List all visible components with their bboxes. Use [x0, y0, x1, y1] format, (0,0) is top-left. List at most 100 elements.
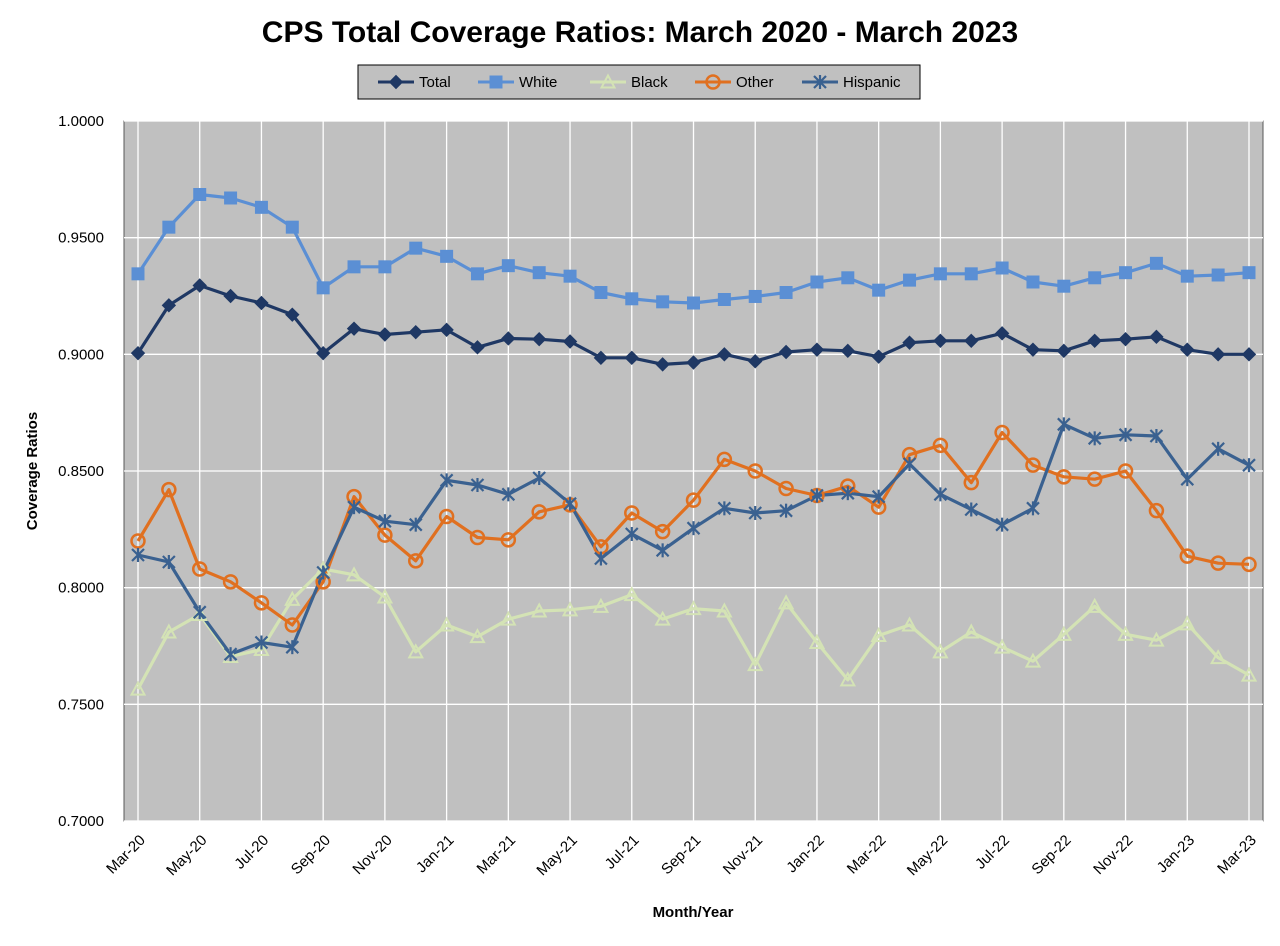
data-point-total: [1241, 347, 1257, 362]
data-point-white: [501, 259, 515, 273]
data-point-white: [748, 289, 762, 303]
data-point-black: [561, 601, 579, 617]
x-tick-label: Jan-22: [783, 832, 827, 876]
x-tick-label: May-21: [533, 832, 580, 879]
data-point-other: [932, 437, 949, 454]
data-point-total: [439, 322, 454, 338]
data-point-total: [902, 335, 917, 350]
x-tick-label: Jan-21: [413, 832, 457, 876]
data-point-white: [162, 220, 176, 234]
data-point-black: [500, 610, 517, 626]
legend-marker-black: [599, 73, 617, 89]
data-point-black: [345, 566, 363, 582]
x-tick-label: Nov-20: [350, 832, 396, 878]
data-point-total: [994, 326, 1010, 341]
data-point-black: [1055, 625, 1073, 641]
legend-item-hispanic: Hispanic: [802, 74, 901, 91]
data-point-black: [777, 594, 795, 610]
data-point-hispanic: [1087, 431, 1102, 446]
legend: Total White Black Other Hispanic: [357, 64, 921, 100]
data-point-hispanic: [378, 514, 392, 529]
data-point-black: [1117, 625, 1134, 641]
data-point-black: [747, 656, 764, 672]
x-tick-label: Mar-23: [1214, 832, 1260, 878]
data-point-total: [531, 331, 547, 347]
legend-marker-other: [705, 74, 721, 90]
data-point-black: [129, 680, 147, 696]
data-point-total: [470, 340, 485, 355]
data-point-white: [1242, 266, 1256, 280]
x-axis: Mar-20 May-20 Jul-20 Sep-20 Nov-20 Jan-21 Mar-…: [103, 832, 1260, 879]
data-point-total: [192, 278, 207, 293]
data-point-other: [284, 617, 301, 633]
data-point-total: [562, 334, 578, 349]
data-point-hispanic: [902, 457, 917, 471]
data-point-white: [409, 241, 423, 255]
data-point-white: [224, 191, 238, 205]
data-point-total: [254, 295, 269, 311]
data-point-total: [964, 333, 979, 349]
legend-marker-hispanic: [813, 75, 827, 89]
data-point-black: [1240, 666, 1258, 682]
data-point-white: [656, 295, 670, 309]
data-point-white: [285, 220, 299, 234]
data-point-white: [193, 188, 207, 201]
legend-label-black: Black: [631, 74, 668, 91]
y-tick-label: 0.9500: [58, 230, 104, 247]
data-point-other: [994, 424, 1010, 441]
data-point-total: [161, 298, 177, 313]
x-tick-label: Nov-21: [720, 832, 766, 878]
data-point-black: [160, 623, 178, 639]
data-point-black: [716, 602, 733, 618]
data-point-other: [253, 595, 270, 611]
data-point-white: [903, 273, 917, 287]
data-point-black: [376, 588, 394, 604]
data-point-hispanic: [1057, 417, 1071, 432]
data-point-total: [933, 333, 948, 349]
data-point-white: [841, 271, 855, 285]
data-point-hispanic: [717, 501, 732, 516]
data-point-white: [594, 286, 608, 299]
data-point-total: [871, 349, 886, 364]
data-point-total: [809, 342, 825, 357]
data-point-white: [964, 267, 978, 281]
legend-marker-total: [388, 74, 404, 90]
data-point-white: [717, 293, 731, 306]
data-point-total: [1025, 342, 1041, 357]
x-tick-label: Jan-23: [1154, 832, 1198, 876]
data-point-hispanic: [347, 500, 361, 515]
data-point-white: [1180, 269, 1194, 283]
data-point-black: [531, 602, 548, 618]
data-point-hispanic: [532, 471, 546, 485]
data-point-total: [1149, 329, 1164, 345]
legend-item-white: White: [478, 74, 557, 91]
data-point-total: [1180, 342, 1195, 357]
x-tick-label: Jul-20: [231, 832, 272, 873]
data-point-black: [1209, 649, 1227, 665]
data-point-other: [1056, 469, 1072, 485]
data-point-hispanic: [779, 503, 793, 518]
data-point-black: [469, 628, 486, 644]
data-point-hispanic: [254, 635, 269, 650]
x-tick-label: Jul-22: [972, 832, 1013, 873]
legend-item-black: Black: [590, 73, 668, 91]
y-axis-title: Coverage Ratios: [24, 412, 41, 530]
legend-marker-white: [489, 75, 503, 89]
series-line-other: [136, 430, 1250, 627]
data-point-white: [1211, 268, 1225, 282]
data-point-hispanic: [1211, 441, 1225, 456]
data-point-hispanic: [501, 487, 516, 502]
series-markers: [129, 188, 1258, 696]
legend-item-other: Other: [695, 74, 774, 91]
data-point-other: [624, 505, 640, 521]
data-point-total: [408, 324, 423, 340]
data-point-hispanic: [624, 527, 639, 541]
data-point-hispanic: [810, 488, 824, 503]
x-tick-label: Mar-20: [103, 832, 149, 878]
data-point-black: [438, 616, 455, 632]
data-point-black: [407, 643, 424, 659]
data-point-hispanic: [1180, 472, 1195, 487]
data-point-total: [624, 350, 639, 366]
